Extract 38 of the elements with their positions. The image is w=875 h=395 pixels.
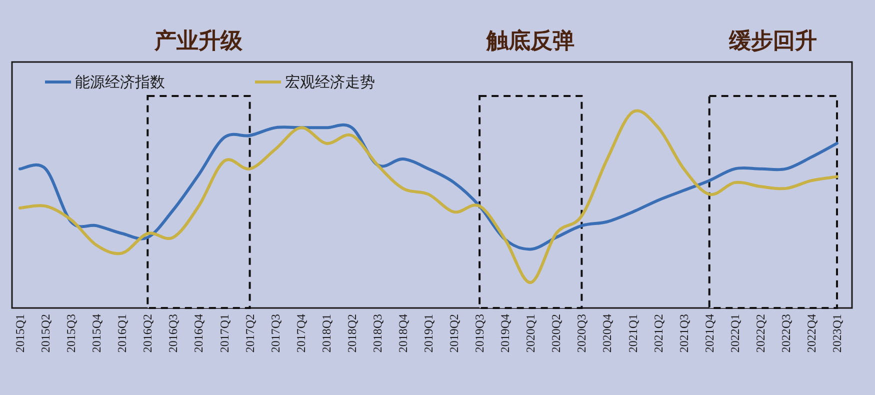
x-tick-label: 2018Q4 [396,314,410,353]
x-tick-label: 2022Q4 [804,314,818,353]
x-tick-label: 2019Q2 [447,314,462,353]
x-tick-label: 2020Q1 [524,314,538,353]
x-tick-label: 2019Q1 [422,314,436,353]
x-tick-label: 2018Q3 [370,314,384,353]
x-tick-label: 2020Q3 [574,314,589,353]
x-tick-label: 2017Q4 [294,314,308,353]
x-tick-label: 2022Q1 [728,314,742,353]
x-tick-label: 2019Q3 [472,314,487,353]
band-label: 缓步回升 [728,29,818,54]
band-label: 产业升级 [154,28,244,54]
x-tick-label: 2016Q2 [140,314,155,353]
x-tick-label: 2023Q1 [830,314,844,353]
x-tick-label: 2021Q1 [626,314,640,353]
x-tick-label: 2017Q1 [217,314,232,353]
x-tick-label: 2019Q4 [498,314,512,353]
x-tick-label: 2018Q2 [344,314,359,353]
x-tick-label: 2021Q4 [702,314,716,353]
x-tick-label: 2021Q2 [651,314,666,353]
x-tick-label: 2021Q3 [676,314,691,353]
x-tick-label: 2016Q1 [115,314,130,353]
band-label: 触底反弹 [486,28,575,54]
x-tick-label: 2022Q2 [753,314,768,353]
x-tick-label: 2020Q2 [549,314,564,353]
x-tick-label: 2015Q1 [13,314,27,353]
x-tick-label: 2017Q2 [242,314,257,353]
x-tick-label: 2022Q3 [778,314,793,353]
legend-label: 能源经济指数 [75,73,165,91]
x-tick-label: 2015Q4 [90,314,104,353]
x-tick-label: 2015Q2 [38,314,53,353]
x-tick-label: 2016Q4 [192,314,206,353]
x-tick-label: 2017Q3 [268,314,282,353]
legend-label: 宏观经济走势 [285,73,375,91]
x-tick-label: 2016Q3 [166,314,180,353]
x-tick-label: 2018Q1 [319,314,334,353]
x-tick-label: 2020Q4 [600,314,614,353]
x-tick-label: 2015Q3 [64,314,78,353]
